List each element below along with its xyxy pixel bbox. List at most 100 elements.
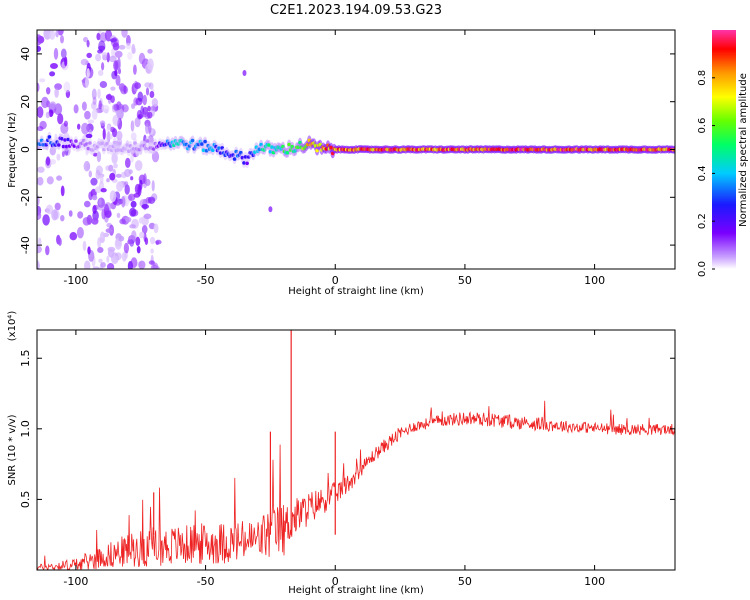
noise-blob [125, 157, 131, 168]
noise-blob [77, 123, 81, 130]
noise-blob [116, 130, 123, 141]
noise-blob [83, 160, 91, 172]
signal-point [61, 144, 66, 149]
noise-blob [63, 120, 68, 127]
noise-blob [56, 175, 63, 181]
noise-blob [129, 207, 137, 217]
noise-blob [101, 52, 108, 58]
noise-blob [104, 203, 109, 216]
noise-blob [134, 160, 143, 171]
noise-blob [45, 204, 54, 215]
noise-blob [87, 119, 95, 124]
noise-blob [114, 50, 123, 58]
x-tick-label: 100 [584, 274, 605, 287]
noise-blob [130, 200, 137, 208]
noise-blob [130, 153, 134, 163]
noise-blob [49, 30, 56, 40]
noise-blob [153, 223, 159, 234]
noise-blob [129, 224, 137, 229]
noise-blob [141, 204, 149, 209]
noise-blob [109, 55, 117, 63]
snr-x-label: Height of straight line (km) [288, 585, 424, 596]
colorbar-tick-label: 0.2 [697, 213, 708, 229]
noise-blob [92, 266, 100, 269]
signal-point [60, 137, 64, 141]
noise-blob [147, 105, 152, 112]
noise-blob [45, 111, 50, 119]
signal-point [329, 145, 333, 150]
noise-blob [43, 30, 52, 40]
noise-blob [152, 262, 159, 269]
noise-blob [37, 45, 42, 53]
noise-blob [138, 260, 146, 269]
signal-point [201, 148, 206, 152]
noise-blob [82, 217, 91, 226]
noise-blob [97, 206, 106, 211]
noise-blob [81, 101, 87, 111]
noise-blob [37, 195, 40, 206]
x-tick-label: 50 [458, 274, 472, 287]
noise-blob [45, 245, 50, 256]
noise-blob [123, 85, 127, 94]
colorbar-tick-label: 0.4 [697, 165, 708, 181]
noise-blob [60, 185, 65, 197]
noise-blob [136, 246, 141, 254]
noise-blob [151, 98, 159, 108]
noise-blob [134, 117, 141, 128]
noise-blob [110, 126, 115, 133]
noise-blob [41, 96, 49, 109]
signal-point [285, 150, 290, 155]
noise-blob [39, 78, 46, 83]
colorbar-tick-label: 0.8 [697, 70, 708, 86]
noise-blob [69, 232, 78, 241]
signal-point [117, 141, 122, 146]
signal-point [116, 148, 120, 152]
noise-blob [37, 260, 40, 269]
noise-blob [123, 242, 129, 254]
signal-point [243, 155, 248, 159]
noise-blob [101, 62, 105, 71]
x-tick-label: -100 [63, 575, 88, 588]
snr-frame [36, 329, 676, 571]
noise-blob [84, 110, 91, 120]
noise-blob [131, 43, 136, 55]
noise-blob [107, 248, 115, 258]
signal-point [232, 157, 237, 161]
noise-blob [121, 104, 129, 113]
noise-blob [109, 190, 117, 202]
noise-blob [84, 260, 91, 269]
noise-blob [149, 91, 155, 98]
noise-blob [147, 48, 153, 54]
noise-blob [106, 255, 110, 263]
noise-blob [85, 133, 93, 139]
noise-blob [111, 70, 117, 80]
noise-blob [99, 231, 105, 244]
noise-blob [145, 87, 150, 96]
noise-blob [60, 215, 65, 222]
noise-blob [60, 35, 64, 44]
noise-blob [99, 120, 106, 126]
noise-blob [45, 156, 51, 166]
x-tick-label: -100 [63, 274, 88, 287]
noise-blob [54, 202, 61, 211]
colorbar-label: Normalized spectral amplitude [738, 73, 749, 227]
noise-blob [96, 151, 102, 163]
noise-blob [49, 71, 56, 77]
noise-blob [128, 193, 136, 201]
noise-blob [111, 47, 116, 58]
noise-blob [109, 172, 116, 181]
noise-blob [100, 262, 106, 268]
noise-blob [131, 120, 135, 132]
x-tick-label: 0 [332, 274, 339, 287]
y-tick-label: 1.5 [19, 349, 32, 367]
noise-blob [107, 263, 115, 269]
y-tick-label: -40 [19, 236, 32, 254]
y-tick-label: -20 [19, 188, 32, 206]
spectrogram-y-ticks: -40 -20 0 20 40 [19, 47, 675, 254]
snr-panel: -100 -50 0 50 100 0.5 1.0 1.5 Height of straig… [7, 311, 676, 596]
noise-blob [112, 255, 118, 261]
noise-blob [148, 123, 152, 134]
signal-point [144, 146, 148, 151]
noise-blob [144, 178, 151, 187]
